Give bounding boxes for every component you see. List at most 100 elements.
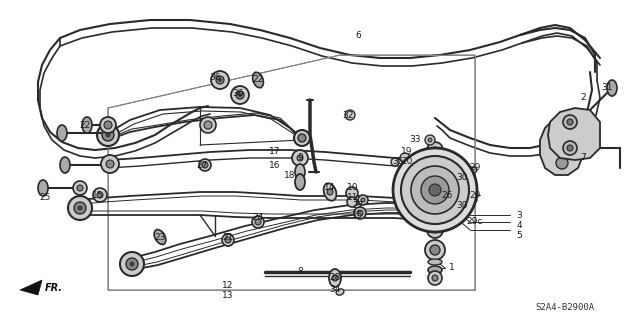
Text: 2: 2 bbox=[580, 93, 586, 101]
Polygon shape bbox=[540, 118, 582, 175]
Circle shape bbox=[332, 275, 338, 281]
Circle shape bbox=[556, 157, 568, 169]
Text: 30: 30 bbox=[456, 174, 468, 182]
Text: 7: 7 bbox=[580, 153, 586, 162]
Ellipse shape bbox=[467, 167, 477, 173]
Circle shape bbox=[73, 181, 87, 195]
Text: 4: 4 bbox=[516, 220, 522, 229]
Circle shape bbox=[361, 198, 365, 202]
Text: 29c: 29c bbox=[467, 218, 483, 226]
Circle shape bbox=[106, 133, 110, 137]
Text: 32: 32 bbox=[342, 110, 354, 120]
Ellipse shape bbox=[295, 164, 305, 180]
Ellipse shape bbox=[456, 190, 464, 196]
Text: 28: 28 bbox=[330, 273, 340, 283]
Ellipse shape bbox=[329, 269, 341, 287]
Circle shape bbox=[427, 142, 443, 158]
Circle shape bbox=[68, 196, 92, 220]
Text: 35: 35 bbox=[392, 158, 404, 167]
Circle shape bbox=[567, 119, 573, 125]
Circle shape bbox=[211, 71, 229, 89]
Text: 15: 15 bbox=[92, 190, 104, 199]
Ellipse shape bbox=[295, 174, 305, 190]
Ellipse shape bbox=[428, 266, 442, 274]
Text: FR.: FR. bbox=[45, 283, 63, 293]
Text: 34: 34 bbox=[330, 286, 340, 294]
Circle shape bbox=[297, 155, 303, 161]
Circle shape bbox=[357, 210, 363, 216]
Circle shape bbox=[225, 237, 231, 243]
Circle shape bbox=[427, 222, 443, 238]
Text: 16: 16 bbox=[269, 160, 281, 169]
Ellipse shape bbox=[607, 80, 617, 96]
Text: 30: 30 bbox=[456, 201, 468, 210]
Circle shape bbox=[400, 153, 410, 163]
Circle shape bbox=[222, 234, 234, 246]
Text: 22: 22 bbox=[252, 76, 264, 85]
Circle shape bbox=[231, 86, 249, 104]
Text: 17: 17 bbox=[269, 147, 281, 157]
Circle shape bbox=[347, 197, 357, 207]
Circle shape bbox=[294, 130, 310, 146]
Text: 23: 23 bbox=[154, 234, 166, 242]
Circle shape bbox=[430, 245, 440, 255]
Text: 13: 13 bbox=[222, 291, 234, 300]
Circle shape bbox=[102, 129, 114, 141]
Circle shape bbox=[78, 206, 82, 210]
Text: 10: 10 bbox=[348, 183, 359, 192]
Text: 11: 11 bbox=[348, 194, 359, 203]
Ellipse shape bbox=[253, 72, 264, 88]
Circle shape bbox=[401, 156, 469, 224]
Circle shape bbox=[74, 202, 86, 214]
Circle shape bbox=[216, 76, 224, 84]
Circle shape bbox=[97, 192, 103, 198]
Text: 5: 5 bbox=[516, 231, 522, 240]
Text: 19: 19 bbox=[401, 147, 413, 157]
Circle shape bbox=[421, 176, 449, 204]
Circle shape bbox=[391, 158, 399, 166]
Text: 3: 3 bbox=[516, 211, 522, 219]
Ellipse shape bbox=[467, 197, 477, 203]
Circle shape bbox=[428, 271, 442, 285]
Circle shape bbox=[126, 258, 138, 270]
Polygon shape bbox=[548, 108, 600, 160]
Text: 27: 27 bbox=[352, 201, 364, 210]
Text: 14: 14 bbox=[324, 183, 336, 192]
Text: 27: 27 bbox=[196, 160, 208, 169]
Ellipse shape bbox=[57, 125, 67, 141]
Circle shape bbox=[354, 207, 366, 219]
Text: 29: 29 bbox=[469, 190, 481, 199]
Text: 9: 9 bbox=[297, 152, 303, 161]
Ellipse shape bbox=[60, 157, 70, 173]
Text: 22: 22 bbox=[79, 121, 91, 130]
Circle shape bbox=[236, 91, 244, 99]
Ellipse shape bbox=[154, 230, 166, 244]
Text: 29: 29 bbox=[469, 164, 481, 173]
Circle shape bbox=[432, 275, 438, 281]
Circle shape bbox=[255, 219, 261, 225]
Circle shape bbox=[563, 141, 577, 155]
Circle shape bbox=[218, 78, 221, 81]
Circle shape bbox=[432, 227, 438, 233]
Circle shape bbox=[239, 93, 241, 97]
Circle shape bbox=[346, 187, 358, 199]
Text: 18: 18 bbox=[284, 170, 296, 180]
Circle shape bbox=[567, 145, 573, 151]
Circle shape bbox=[428, 138, 432, 142]
Ellipse shape bbox=[467, 182, 477, 188]
Circle shape bbox=[252, 216, 264, 228]
Text: 24: 24 bbox=[252, 213, 264, 222]
Circle shape bbox=[77, 185, 83, 191]
Circle shape bbox=[425, 135, 435, 145]
Polygon shape bbox=[20, 280, 42, 295]
Circle shape bbox=[429, 184, 441, 196]
Circle shape bbox=[100, 117, 116, 133]
Text: 36: 36 bbox=[232, 88, 244, 98]
Circle shape bbox=[345, 110, 355, 120]
Circle shape bbox=[101, 155, 119, 173]
Text: 20: 20 bbox=[401, 158, 413, 167]
Text: 1: 1 bbox=[449, 263, 455, 272]
Ellipse shape bbox=[82, 117, 92, 133]
Circle shape bbox=[292, 150, 308, 166]
Circle shape bbox=[93, 188, 107, 202]
